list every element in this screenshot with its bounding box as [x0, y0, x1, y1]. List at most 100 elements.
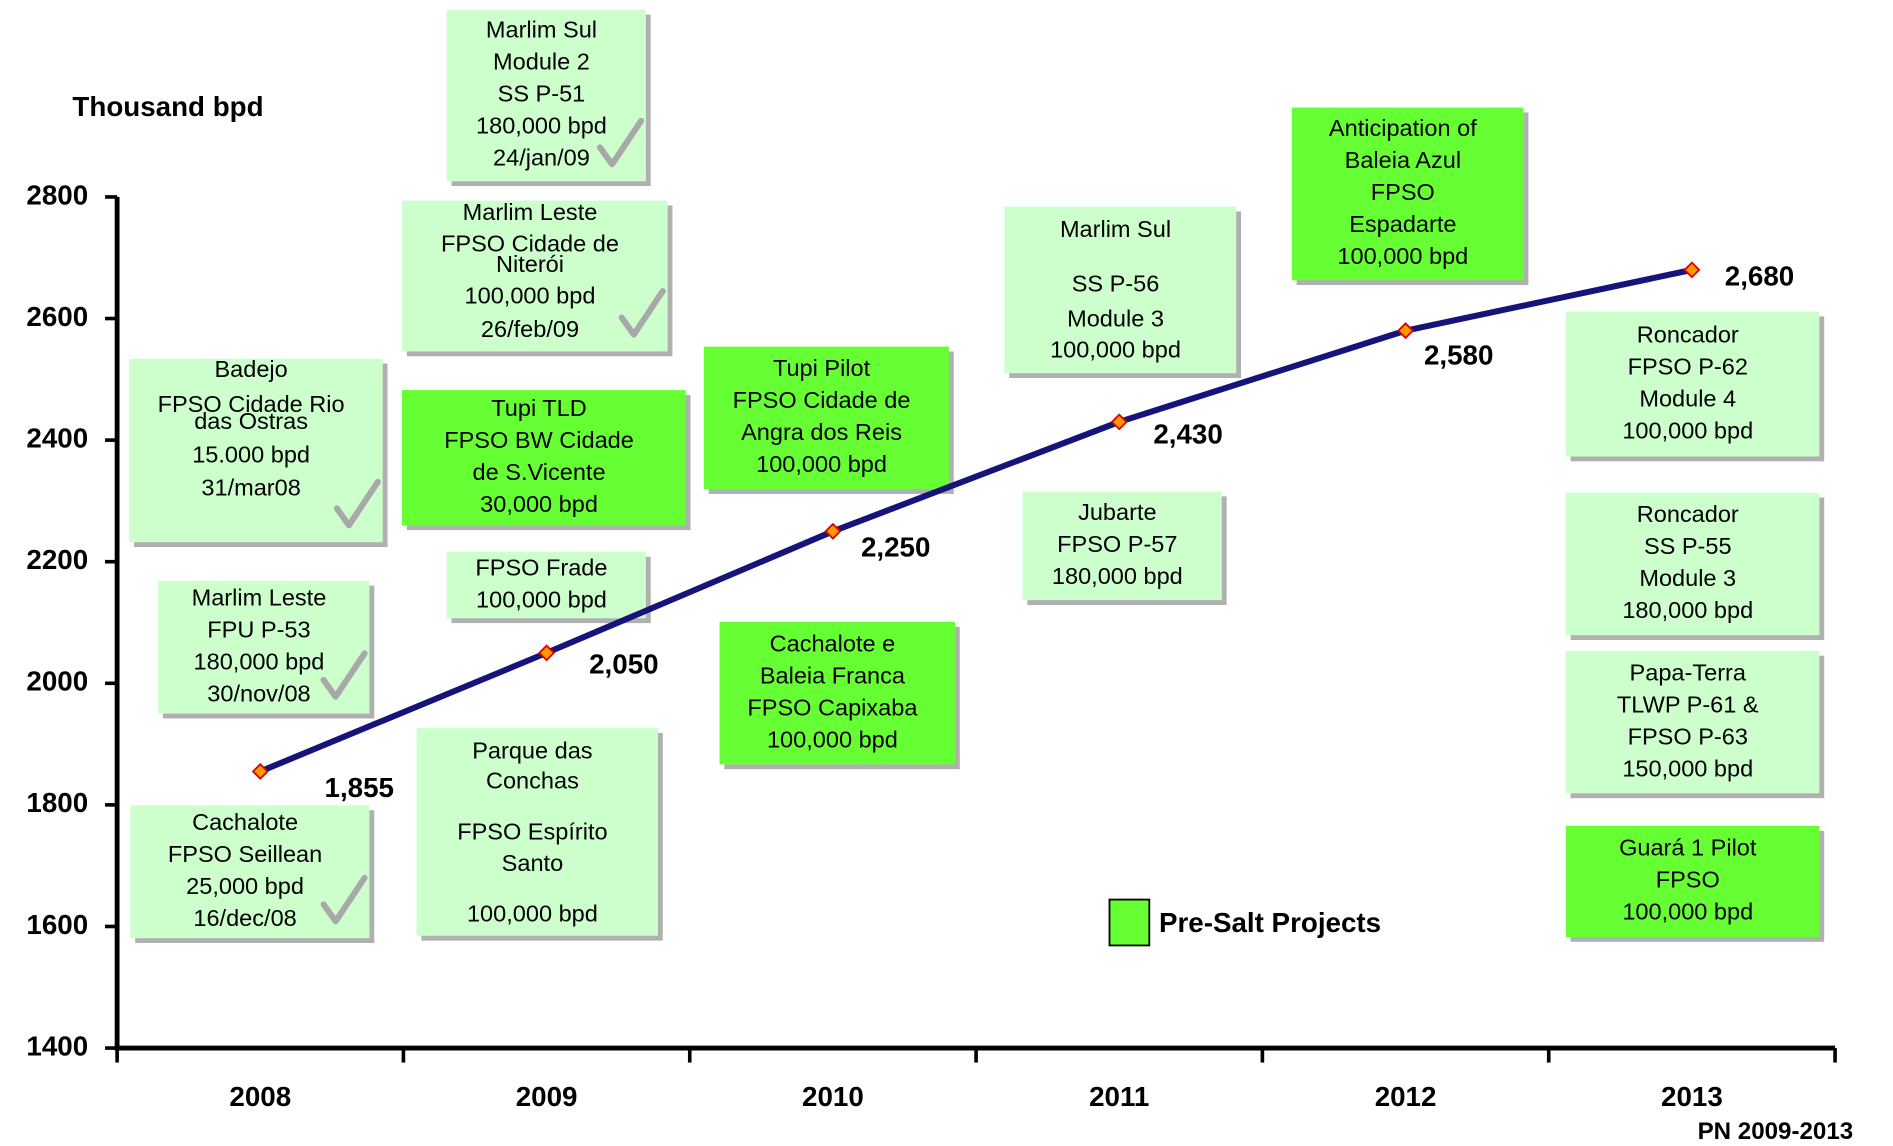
data-label: 2,250: [861, 532, 930, 563]
box-line: Santo: [502, 850, 564, 876]
box: [1565, 492, 1820, 636]
box: [416, 728, 658, 936]
checkmark: [320, 874, 368, 925]
box-line: 100,000 bpd: [767, 726, 898, 752]
box-line: 150,000 bpd: [1622, 755, 1753, 781]
box-line: FPSO Cidade de: [733, 387, 911, 413]
box-line: Badejo: [214, 356, 287, 382]
data-label: 2,580: [1424, 340, 1493, 371]
legend-swatch: [1108, 898, 1151, 947]
box-line: FPSO Seillean: [168, 841, 322, 867]
box-line: 31/mar08: [201, 474, 300, 500]
y-tick-label: 1800: [26, 787, 88, 818]
annotation-box: Marlim Sul Module 2 SS P-51 180,000 bpd 24/j…: [446, 9, 651, 187]
box-line: de S.Vicente: [473, 459, 606, 485]
box: [446, 551, 646, 619]
y-tick-label: 2800: [26, 179, 88, 210]
box: [1565, 825, 1820, 937]
box: [1004, 206, 1237, 374]
box-line: 26/feb/09: [481, 316, 579, 342]
box-line: 15.000 bpd: [192, 442, 310, 468]
y-tick-label: 2600: [26, 301, 88, 332]
box-line: 180,000 bpd: [476, 113, 607, 139]
box-line: FPSO Frade: [475, 554, 607, 580]
box-line: SS P-55: [1644, 533, 1732, 559]
box-line: Angra dos Reis: [741, 419, 902, 445]
box-line: Tupi Pilot: [773, 355, 871, 381]
box-line: Papa-Terra: [1630, 659, 1747, 685]
box-line: Conchas: [486, 768, 579, 794]
box-line: 180,000 bpd: [1052, 563, 1183, 589]
box-line: Jubarte: [1078, 499, 1157, 525]
box-line: SS P-51: [498, 81, 586, 107]
box-line: FPSO Cidade de: [441, 230, 619, 256]
box-line: FPSO P-57: [1057, 531, 1177, 557]
box-line: Cachalote: [192, 809, 298, 835]
box-line: FPSO Capixaba: [747, 694, 918, 720]
box-line: Tupi TLD: [491, 395, 586, 421]
x-tick-label: 2012: [1375, 1081, 1437, 1112]
box-line: 180,000 bpd: [194, 648, 325, 674]
data-label: 1,855: [325, 772, 394, 803]
box-line: 100,000 bpd: [1337, 243, 1468, 269]
box-line: Module 3: [1067, 305, 1164, 331]
box: [1565, 650, 1820, 794]
box-line: 24/jan/09: [493, 145, 590, 171]
annotation-box: Jubarte FPSO P-57 180,000 bpd: [1022, 491, 1227, 605]
box-line: FPU P-53: [207, 616, 310, 642]
box-line: 100,000 bpd: [1622, 899, 1753, 925]
box-line: Module 2: [493, 49, 590, 75]
box-line: Module 4: [1639, 385, 1736, 411]
annotation-box: Tupi TLD FPSO BW Cidade de S.Vicente 30,000…: [402, 390, 691, 531]
line: [259, 266, 1693, 775]
box: [703, 346, 949, 490]
box: [402, 390, 686, 526]
data-label: 2,430: [1153, 419, 1222, 450]
x-tick-label: 2008: [229, 1081, 291, 1112]
box-line: Anticipation of: [1329, 115, 1477, 141]
box-line: das Ostras: [194, 408, 308, 434]
annotation-box: Papa-Terra TLWP P-61 & FPSO P-63 150,000 bp…: [1565, 650, 1825, 799]
box-line: FPSO Espírito: [457, 818, 607, 844]
box-line: 25,000 bpd: [186, 873, 304, 899]
box: [1565, 311, 1820, 457]
box-line: Parque das: [472, 737, 592, 763]
annotation-box: Tupi Pilot FPSO Cidade de Angra dos Reis 10…: [703, 346, 954, 494]
data-label: 2,680: [1725, 261, 1794, 292]
annotation-box: Parque das Conchas FPSO Espírito Santo 100,0…: [416, 728, 663, 941]
checkmark: [320, 650, 368, 700]
box-line: 100,000 bpd: [465, 282, 596, 308]
box-line: Marlim Leste: [192, 584, 327, 610]
box-line: Niterói: [496, 251, 564, 277]
checkmark: [333, 478, 381, 529]
annotation-box: Cachalote FPSO Seillean 25,000 bpd 16/dec/0…: [130, 805, 375, 944]
marker: [251, 762, 269, 780]
data-label: 2,050: [589, 649, 658, 680]
annotation-box: Anticipation of Baleia Azul FPSO Espadarte 1…: [1291, 107, 1529, 286]
box-line: Roncador: [1637, 321, 1739, 347]
box-line: Baleia Franca: [760, 662, 906, 688]
x-tick-label: 2009: [516, 1081, 578, 1112]
box-line: Roncador: [1637, 501, 1739, 527]
y-tick-label: 1600: [26, 909, 88, 940]
annotation-box: FPSO Frade 100,000 bpd: [446, 551, 651, 624]
annotation-box: Roncador FPSO P-62 Module 4 100,000 bpd: [1565, 311, 1825, 462]
box-line: 100,000 bpd: [476, 586, 607, 612]
box-line: FPSO BW Cidade: [444, 427, 634, 453]
marker: [824, 522, 842, 540]
annotation-box: Marlim Leste FPU P-53 180,000 bpd 30/nov/08: [158, 580, 375, 719]
box-line: FPSO: [1371, 179, 1435, 205]
box-line: 100,000 bpd: [467, 900, 598, 926]
footnote: PN 2009-2013: [1698, 1118, 1854, 1145]
box-line: 30,000 bpd: [480, 491, 598, 517]
box-line: 100,000 bpd: [1622, 417, 1753, 443]
y-tick-label: 2000: [26, 666, 88, 697]
box: [402, 200, 668, 352]
y-tick-label: 2400: [26, 422, 88, 453]
y-tick-label: 2200: [26, 544, 88, 575]
annotation-box: Cachalote e Baleia Franca FPSO Capixaba 100…: [719, 621, 960, 770]
